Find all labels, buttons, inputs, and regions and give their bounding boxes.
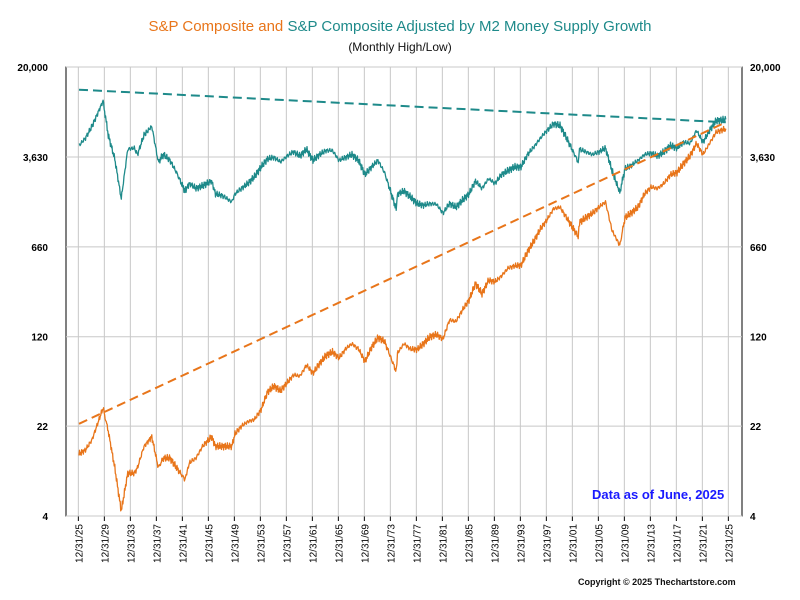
x-tick-label: 12/31/09 — [620, 524, 631, 563]
sp-composite-line — [78, 125, 727, 512]
teal-trendline — [78, 88, 726, 124]
x-tick-label: 12/31/69 — [360, 524, 371, 563]
y-tick-label-right: 22 — [750, 422, 762, 433]
x-tick-label: 12/31/81 — [438, 524, 449, 563]
orange-trendline — [78, 121, 727, 425]
x-tick-label: 12/31/97 — [542, 524, 553, 563]
x-tick-label: 12/31/61 — [308, 524, 319, 563]
title-sp-adjusted: S&P Composite Adjusted by M2 Money Suppl… — [287, 18, 652, 35]
y-tick-label-right: 20,000 — [750, 63, 781, 74]
x-tick-label: 12/31/21 — [698, 524, 709, 563]
y-tick-label-left: 3,630 — [23, 153, 48, 164]
copyright-text: Copyright © 2025 Thechartstore.com — [578, 577, 736, 587]
x-tick-label: 12/31/45 — [204, 524, 215, 563]
x-tick-label: 12/31/01 — [568, 524, 579, 563]
y-tick-label-left: 4 — [42, 512, 48, 523]
x-tick-label: 12/31/85 — [464, 524, 475, 563]
sp-adjusted-m2-line — [78, 99, 727, 216]
x-tick-label: 12/31/57 — [282, 524, 293, 563]
x-tick-label: 12/31/93 — [516, 524, 527, 563]
x-tick-label: 12/31/77 — [412, 524, 423, 563]
x-tick-label: 12/31/17 — [672, 524, 683, 563]
chart-title: S&P Composite and S&P Composite Adjusted… — [0, 18, 800, 36]
title-sp-composite: S&P Composite — [148, 18, 255, 35]
x-tick-label: 12/31/89 — [490, 524, 501, 563]
x-tick-label: 12/31/25 — [724, 524, 735, 563]
chart-subtitle: (Monthly High/Low) — [348, 40, 452, 54]
y-tick-label-left: 660 — [31, 243, 48, 254]
data-date-note: Data as of June, 2025 — [592, 487, 725, 502]
x-tick-label: 12/31/73 — [386, 524, 397, 563]
x-tick-label: 12/31/13 — [646, 524, 657, 563]
x-tick-label: 12/31/49 — [230, 524, 241, 563]
y-tick-label-right: 120 — [750, 333, 767, 344]
x-tick-label: 12/31/41 — [178, 524, 189, 563]
y-tick-label-left: 120 — [31, 333, 48, 344]
x-tick-label: 12/31/53 — [256, 524, 267, 563]
y-tick-label-right: 3,630 — [750, 153, 775, 164]
title-and: and — [254, 18, 288, 35]
y-tick-label-left: 22 — [37, 422, 49, 433]
x-tick-label: 12/31/65 — [334, 524, 345, 563]
y-tick-label-left: 20,000 — [17, 63, 48, 74]
plot-area — [65, 66, 743, 517]
x-tick-label: 12/31/05 — [594, 524, 605, 563]
x-tick-label: 12/31/25 — [74, 524, 85, 563]
x-tick-label: 12/31/29 — [100, 524, 111, 563]
y-tick-label-right: 660 — [750, 243, 767, 254]
x-tick-label: 12/31/33 — [126, 524, 137, 563]
x-tick-label: 12/31/37 — [152, 524, 163, 563]
y-tick-label-right: 4 — [750, 512, 756, 523]
